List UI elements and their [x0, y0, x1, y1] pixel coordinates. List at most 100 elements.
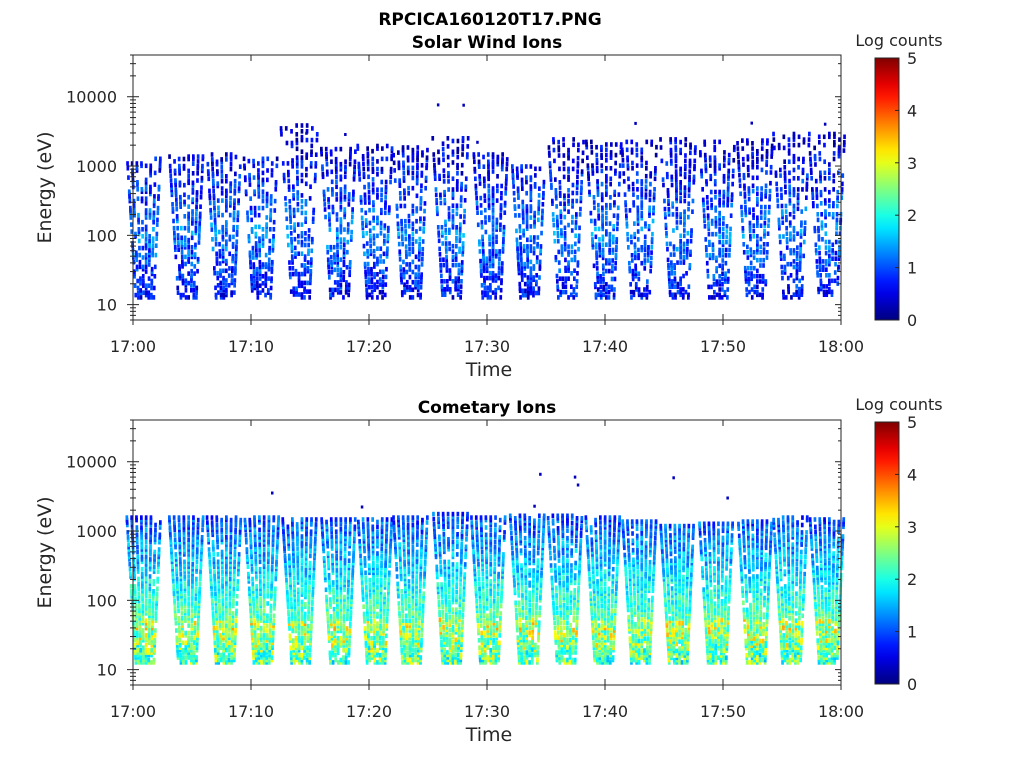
heatmap-cell	[253, 278, 256, 284]
heatmap-cell	[799, 242, 803, 248]
heatmap-cell	[290, 245, 294, 251]
heatmap-cell	[822, 134, 826, 140]
heatmap-cell	[613, 276, 617, 282]
heatmap-cell	[476, 222, 480, 228]
heatmap-cell	[670, 263, 673, 268]
heatmap-cell	[701, 187, 704, 192]
heatmap-cell	[300, 134, 304, 140]
heatmap-cell	[150, 638, 154, 643]
heatmap-cell	[501, 241, 505, 247]
heatmap-cell	[191, 586, 194, 592]
heatmap-cell	[300, 178, 304, 184]
heatmap-cell	[482, 154, 485, 160]
heatmap-cell	[611, 266, 614, 271]
heatmap-cell	[594, 284, 597, 290]
heatmap-cell	[601, 263, 605, 269]
heatmap-cell	[448, 241, 451, 246]
heatmap-cell	[349, 154, 352, 159]
heatmap-cell	[795, 273, 799, 278]
heatmap-cell	[447, 216, 451, 222]
heatmap-cell	[173, 598, 176, 604]
heatmap-cell	[152, 217, 156, 223]
heatmap-cell	[643, 260, 647, 266]
heatmap-cell	[168, 163, 172, 169]
heatmap-cell	[366, 146, 369, 151]
heatmap-cell	[675, 193, 678, 198]
heatmap-cell	[448, 268, 452, 273]
heatmap-cell	[773, 145, 776, 151]
heatmap-cell	[345, 285, 348, 290]
heatmap-cell	[520, 164, 523, 169]
heatmap-cell	[614, 168, 617, 174]
heatmap-cell	[801, 167, 805, 173]
heatmap-cell	[292, 196, 295, 201]
heatmap-cell	[722, 163, 726, 168]
heatmap-cell	[688, 163, 692, 169]
heatmap-cell	[781, 220, 785, 225]
heatmap-cell	[667, 263, 670, 268]
heatmap-cell	[272, 227, 276, 232]
heatmap-cell	[707, 224, 710, 229]
heatmap-cell	[441, 233, 444, 238]
heatmap-cell	[150, 278, 154, 284]
heatmap-cell	[182, 156, 186, 162]
heatmap-cell	[136, 187, 139, 192]
heatmap-cell	[747, 191, 751, 197]
heatmap-cell	[458, 227, 462, 233]
heatmap-cell	[187, 608, 190, 614]
heatmap-cell	[718, 287, 721, 292]
heatmap-cell	[187, 564, 190, 569]
heatmap-cell	[196, 163, 200, 169]
heatmap-cell	[289, 289, 293, 294]
heatmap-cell	[622, 179, 626, 184]
heatmap-cell	[191, 554, 195, 560]
heatmap-cell	[632, 289, 636, 295]
heatmap-cell	[180, 611, 184, 616]
heatmap-cell	[152, 589, 155, 594]
heatmap-cell	[134, 231, 137, 237]
heatmap-cell	[331, 209, 335, 215]
heatmap-cell	[178, 542, 182, 547]
heatmap-cell	[329, 149, 333, 154]
heatmap-cell	[198, 214, 202, 219]
heatmap-cell	[491, 203, 495, 208]
heatmap-cell	[264, 278, 268, 284]
heatmap-cell	[360, 215, 364, 221]
heatmap-cell	[487, 169, 490, 174]
heatmap-cell	[215, 620, 219, 626]
heatmap-cell	[141, 581, 144, 587]
heatmap-cell	[216, 537, 219, 542]
heatmap-cell	[501, 246, 505, 252]
heatmap-cell	[221, 576, 224, 582]
heatmap-cell	[488, 258, 492, 264]
heatmap-cell	[183, 199, 186, 205]
heatmap-cell	[478, 239, 481, 244]
heatmap-cell	[328, 227, 332, 232]
heatmap-cell	[464, 176, 468, 181]
heatmap-cell	[415, 193, 419, 199]
heatmap-cell	[674, 158, 678, 164]
heatmap-cell	[760, 146, 764, 151]
heatmap-cell	[810, 170, 813, 176]
heatmap-cell	[746, 141, 749, 146]
heatmap-cell	[201, 520, 205, 525]
heatmap-cell	[669, 150, 673, 156]
heatmap-cell	[398, 183, 402, 188]
heatmap-cell	[504, 186, 508, 191]
heatmap-cell	[212, 557, 216, 562]
heatmap-cell	[150, 285, 153, 291]
heatmap-cell	[138, 611, 141, 616]
heatmap-cell	[362, 161, 365, 167]
heatmap-cell	[217, 569, 220, 574]
heatmap-cell	[573, 249, 577, 255]
heatmap-cell	[148, 234, 151, 239]
heatmap-cell	[144, 606, 148, 611]
heatmap-cell	[176, 591, 180, 596]
heatmap-cell	[175, 562, 178, 567]
heatmap-cell	[346, 229, 350, 235]
heatmap-cell	[348, 161, 352, 167]
heatmap-cell	[756, 247, 759, 252]
heatmap-cell	[749, 236, 752, 242]
heatmap-cell	[209, 579, 213, 584]
heatmap-cell	[261, 234, 265, 239]
